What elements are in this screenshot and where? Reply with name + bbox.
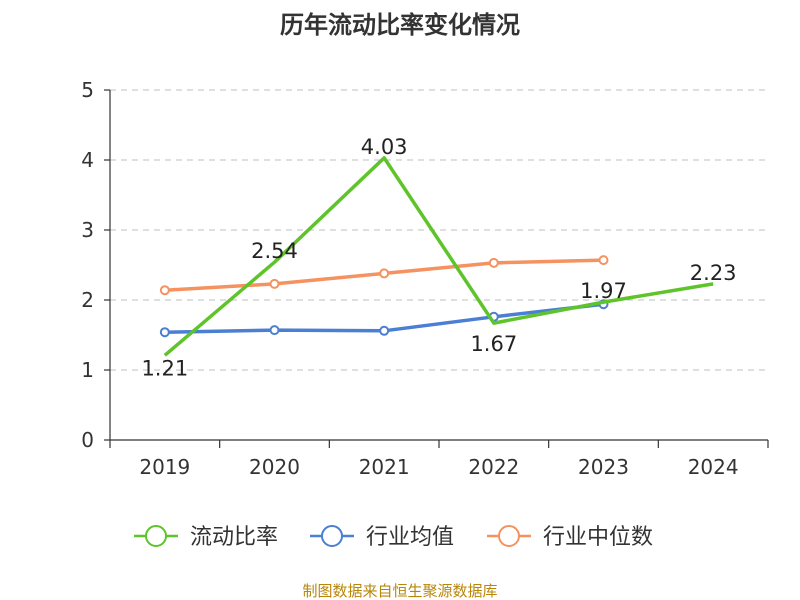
- legend-label: 流动比率: [190, 525, 278, 550]
- data-label: 1.21: [141, 356, 188, 380]
- x-tick-label: 2021: [359, 455, 410, 479]
- data-label: 1.97: [580, 279, 627, 303]
- legend: 流动比率 行业均值 行业中位数: [134, 525, 653, 550]
- y-tick-label: 5: [81, 78, 94, 102]
- x-tick-label: 2020: [249, 455, 300, 479]
- series-line: [163, 156, 714, 357]
- y-tick-label: 0: [81, 428, 94, 452]
- chart-title: 历年流动比率变化情况: [280, 11, 520, 39]
- x-tick-label: 2024: [688, 455, 739, 479]
- axes: 0 1 2 3 4 5 2019 2020 2021 2022 2023 2024: [81, 78, 769, 479]
- legend-label: 行业均值: [366, 525, 454, 550]
- legend-swatch-marker: [498, 525, 520, 547]
- y-tick-label: 4: [81, 148, 94, 172]
- data-labels: 1.21 2.54 4.03 1.67 1.97 2.23: [141, 135, 736, 380]
- x-tick-label: 2019: [139, 455, 190, 479]
- y-tick-label: 1: [81, 358, 94, 382]
- x-tick-label: 2023: [578, 455, 629, 479]
- series-point: [269, 278, 280, 289]
- gridlines: [110, 89, 768, 371]
- data-label: 2.54: [251, 239, 298, 263]
- legend-label: 行业中位数: [543, 525, 653, 550]
- series-point: [159, 285, 170, 296]
- data-label: 1.67: [470, 332, 517, 356]
- series-lines: [159, 156, 714, 357]
- series-point: [488, 257, 499, 268]
- data-label: 4.03: [361, 135, 408, 159]
- series-point: [159, 327, 170, 338]
- series-point: [598, 255, 609, 266]
- series-point: [269, 325, 280, 336]
- y-tick-label: 3: [81, 218, 94, 242]
- legend-swatch-marker: [321, 525, 343, 547]
- series-point: [379, 325, 390, 336]
- data-label: 2.23: [690, 261, 737, 285]
- legend-swatch-marker: [145, 525, 167, 547]
- y-tick-label: 2: [81, 288, 94, 312]
- source-note: 制图数据来自恒生聚源数据库: [302, 582, 497, 600]
- x-tick-label: 2022: [468, 455, 519, 479]
- series-point: [379, 268, 390, 279]
